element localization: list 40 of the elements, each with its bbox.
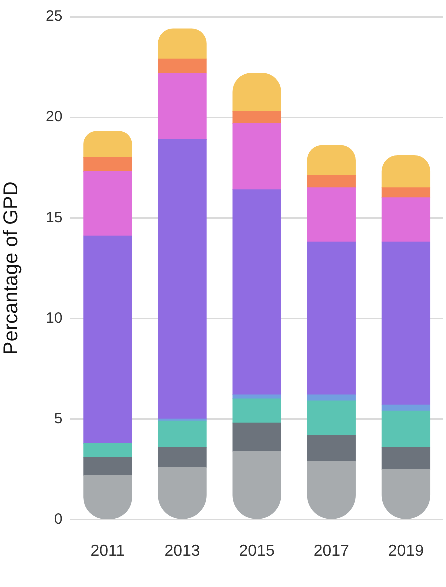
y-tick-label: 15 <box>46 209 63 226</box>
x-tick-label: 2015 <box>239 542 275 560</box>
bar <box>382 410 431 448</box>
bar <box>232 422 282 452</box>
x-tick-label: 2011 <box>90 542 126 560</box>
bar <box>84 172 132 237</box>
x-tick-label: 2019 <box>388 542 424 560</box>
x-tick-label: 2013 <box>164 542 200 560</box>
bar <box>232 190 282 396</box>
bar <box>232 111 282 124</box>
bar <box>382 242 431 406</box>
bar <box>84 443 132 458</box>
bar <box>232 123 282 190</box>
bar <box>158 58 207 74</box>
y-tick-label: 25 <box>46 8 63 26</box>
bar <box>382 188 431 198</box>
bar <box>382 198 431 243</box>
bar <box>158 139 207 420</box>
bar <box>158 447 207 468</box>
bar <box>307 176 356 188</box>
y-tick-label: 5 <box>54 410 63 428</box>
bar <box>84 457 132 476</box>
bar <box>307 145 356 176</box>
y-tick-label: 20 <box>46 108 63 126</box>
bar <box>382 447 431 470</box>
bar <box>307 188 356 243</box>
x-tick-label: 2017 <box>314 542 350 560</box>
bar <box>232 398 282 424</box>
y-tick-label: 0 <box>54 510 63 528</box>
bar <box>84 131 132 158</box>
bar <box>307 400 356 436</box>
bar <box>307 242 356 396</box>
bar <box>307 435 356 462</box>
bar <box>158 72 207 140</box>
y-tick-label: 10 <box>46 310 63 327</box>
y-axis-title: Percantage of GPD <box>0 182 23 356</box>
bar <box>158 28 207 60</box>
bar <box>84 157 132 172</box>
bar <box>84 236 132 444</box>
bar <box>158 420 207 448</box>
